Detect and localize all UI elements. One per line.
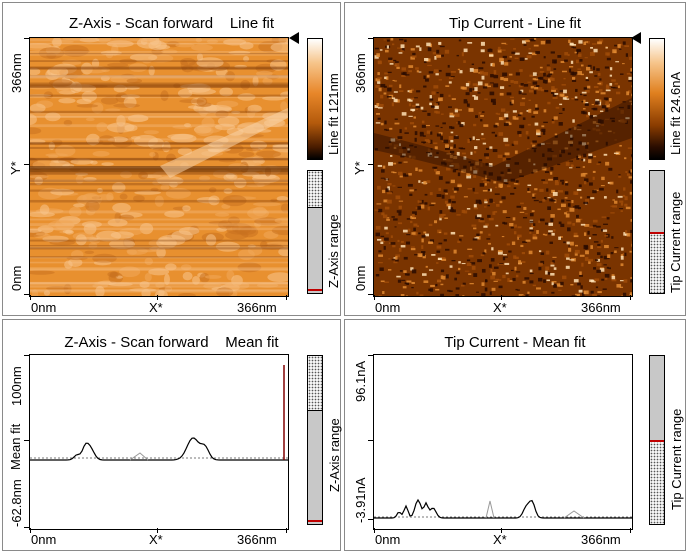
scan-position-arrow-icon[interactable] <box>289 32 299 44</box>
y-tick <box>368 519 373 520</box>
range-marker <box>308 520 322 522</box>
y-axis-bottom-label: 0nm <box>9 265 24 291</box>
x-axis-left-label: 0nm <box>31 300 57 315</box>
z-axis-mean-fit-panel: Z-Axis - Scan forward Mean fit 100nm Mea… <box>2 319 342 551</box>
range-label: Tip Current range <box>669 408 684 510</box>
range-top-fill <box>650 356 664 441</box>
x-axis-right-label: 366nm <box>237 532 277 547</box>
y-tick <box>24 164 29 165</box>
z-range-bar[interactable] <box>307 355 323 525</box>
z-axis-line-fit-panel: Z-Axis - Scan forward Line fit 366nm Y* … <box>2 2 341 316</box>
y-tick <box>368 294 373 295</box>
colorbar-label: Line fit 121nm <box>326 73 341 155</box>
x-tick <box>374 528 375 533</box>
z-range-bar[interactable] <box>307 170 323 294</box>
tip-current-line-fit-panel: Tip Current - Line fit 366nm Y* 0nm 0nm … <box>344 2 686 316</box>
range-marker <box>650 232 664 234</box>
tip-current-map-image <box>374 38 632 296</box>
x-tick <box>157 295 158 300</box>
x-axis-right-label: 366nm <box>581 300 621 315</box>
range-top-fill <box>650 171 664 233</box>
range-label: Z-Axis range <box>326 214 341 288</box>
y-tick <box>24 355 29 356</box>
z-colorbar[interactable] <box>307 38 323 160</box>
y-tick <box>24 527 29 528</box>
z-axis-image[interactable] <box>29 37 289 297</box>
x-tick <box>374 295 375 300</box>
y-axis-bottom-label: -3.91nA <box>353 477 368 523</box>
x-axis-mid-label: X* <box>493 532 507 547</box>
z-axis-topography-image <box>30 38 288 296</box>
range-label: Z-Axis range <box>327 418 342 492</box>
tip-current-profile-line-chart <box>374 498 632 519</box>
y-axis-bottom-label: 0nm <box>353 265 368 291</box>
tip-current-range-bar[interactable] <box>649 170 665 294</box>
y-tick <box>24 38 29 39</box>
range-label: Tip Current range <box>668 191 683 293</box>
x-tick <box>501 528 502 533</box>
z-profile-plot[interactable] <box>29 354 289 530</box>
x-tick <box>286 295 287 300</box>
x-tick <box>501 295 502 300</box>
tip-current-range-bar[interactable] <box>649 355 665 525</box>
y-tick <box>368 440 373 441</box>
y-axis-mid-label: Mean fit <box>8 423 23 470</box>
y-axis-bottom-label: -62.8nm <box>9 479 24 527</box>
tip-current-mean-fit-panel: Tip Current - Mean fit 96.1nA -3.91nA 0n… <box>344 319 686 551</box>
x-tick <box>157 528 158 533</box>
tip-current-image[interactable] <box>373 37 633 297</box>
y-axis-top-label: 96.1nA <box>353 360 368 402</box>
x-axis-mid-label: X* <box>493 300 507 315</box>
panel-title: Tip Current - Line fit <box>449 15 581 32</box>
panel-title: Z-Axis - Scan forward Mean fit <box>64 334 279 351</box>
x-axis-left-label: 0nm <box>375 532 401 547</box>
y-axis-top-label: 366nm <box>353 53 368 93</box>
y-tick <box>24 294 29 295</box>
range-fill <box>308 410 322 524</box>
x-axis-left-label: 0nm <box>31 532 57 547</box>
range-fill <box>308 206 322 293</box>
tip-current-colorbar[interactable] <box>649 38 665 160</box>
y-axis-mid-label: Y* <box>8 161 23 175</box>
x-tick <box>630 528 631 533</box>
panel-title: Tip Current - Mean fit <box>444 334 586 351</box>
scan-position-arrow-icon[interactable] <box>631 32 641 44</box>
colorbar-label: Line fit 24.6nA <box>668 71 683 155</box>
range-marker <box>650 440 664 442</box>
tip-current-profile-plot[interactable] <box>373 354 633 530</box>
panel-title: Z-Axis - Scan forward Line fit <box>68 15 275 32</box>
x-axis-left-label: 0nm <box>375 300 401 315</box>
range-marker <box>308 289 322 291</box>
y-tick <box>368 38 373 39</box>
x-axis-right-label: 366nm <box>581 532 621 547</box>
y-tick <box>24 440 29 441</box>
y-axis-mid-label: Y* <box>352 161 367 175</box>
x-axis-right-label: 366nm <box>237 300 277 315</box>
z-profile-line-chart <box>30 365 288 461</box>
x-axis-mid-label: X* <box>149 532 163 547</box>
x-tick <box>630 295 631 300</box>
x-tick <box>30 295 31 300</box>
y-tick <box>368 355 373 356</box>
y-axis-top-label: 366nm <box>9 53 24 93</box>
x-tick <box>30 528 31 533</box>
y-tick <box>368 164 373 165</box>
y-axis-top-label: 100nm <box>9 366 24 406</box>
x-tick <box>286 528 287 533</box>
x-axis-mid-label: X* <box>149 300 163 315</box>
